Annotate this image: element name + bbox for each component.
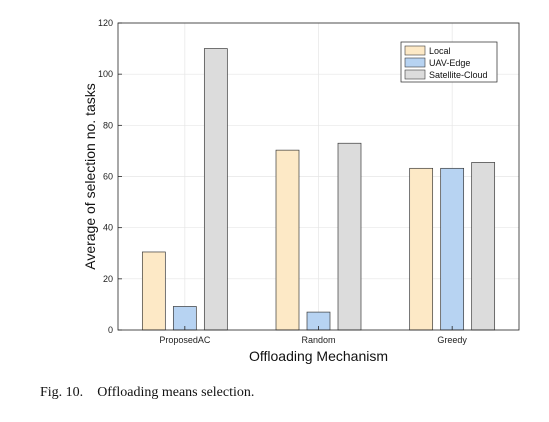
x-axis-ticks: ProposedAC Random Greedy: [159, 326, 467, 345]
y-tick-label: 80: [103, 120, 113, 130]
y-axis-title: Average of selection no. tasks: [82, 83, 98, 270]
x-tick-label: Random: [301, 335, 335, 345]
x-axis-title: Offloading Mechanism: [249, 348, 388, 364]
y-tick-label: 100: [98, 69, 113, 79]
legend-label: Satellite-Cloud: [429, 70, 488, 80]
bar-local-greedy: [409, 167, 434, 331]
y-axis-ticks: 0 20 40 60 80 100 120: [98, 18, 122, 335]
caption-label: Fig. 10.: [40, 385, 84, 400]
y-tick-label: 40: [103, 223, 113, 233]
x-tick-label: Greedy: [437, 335, 467, 345]
caption-text: Offloading means selection.: [97, 385, 255, 400]
figure-caption: Fig. 10. Offloading means selection.: [40, 385, 254, 401]
y-tick-label: 20: [103, 274, 113, 284]
legend-swatch: [404, 45, 426, 56]
bar-local-random: [275, 149, 300, 331]
legend-swatch: [404, 57, 426, 68]
x-tick-label: ProposedAC: [159, 335, 211, 345]
bars-group: [141, 48, 496, 331]
legend: Local UAV-Edge Satellite-Cloud: [400, 41, 498, 83]
legend-label: Local: [429, 46, 451, 56]
bar-satellite-cloud-greedy: [471, 162, 496, 331]
bar-local-proposedac: [141, 251, 166, 331]
y-tick-label: 120: [98, 18, 113, 28]
bar-chart: 0 20 40 60 80 100 120 ProposedAC Random Greedy O…: [82, 18, 520, 364]
bar-satellite-cloud-random: [337, 142, 362, 331]
bar-satellite-cloud-proposedac: [203, 48, 228, 331]
legend-label: UAV-Edge: [429, 58, 470, 68]
bar-uav-edge-greedy: [440, 167, 465, 331]
y-tick-label: 0: [108, 325, 113, 335]
y-tick-label: 60: [103, 172, 113, 182]
legend-swatch: [404, 69, 426, 80]
